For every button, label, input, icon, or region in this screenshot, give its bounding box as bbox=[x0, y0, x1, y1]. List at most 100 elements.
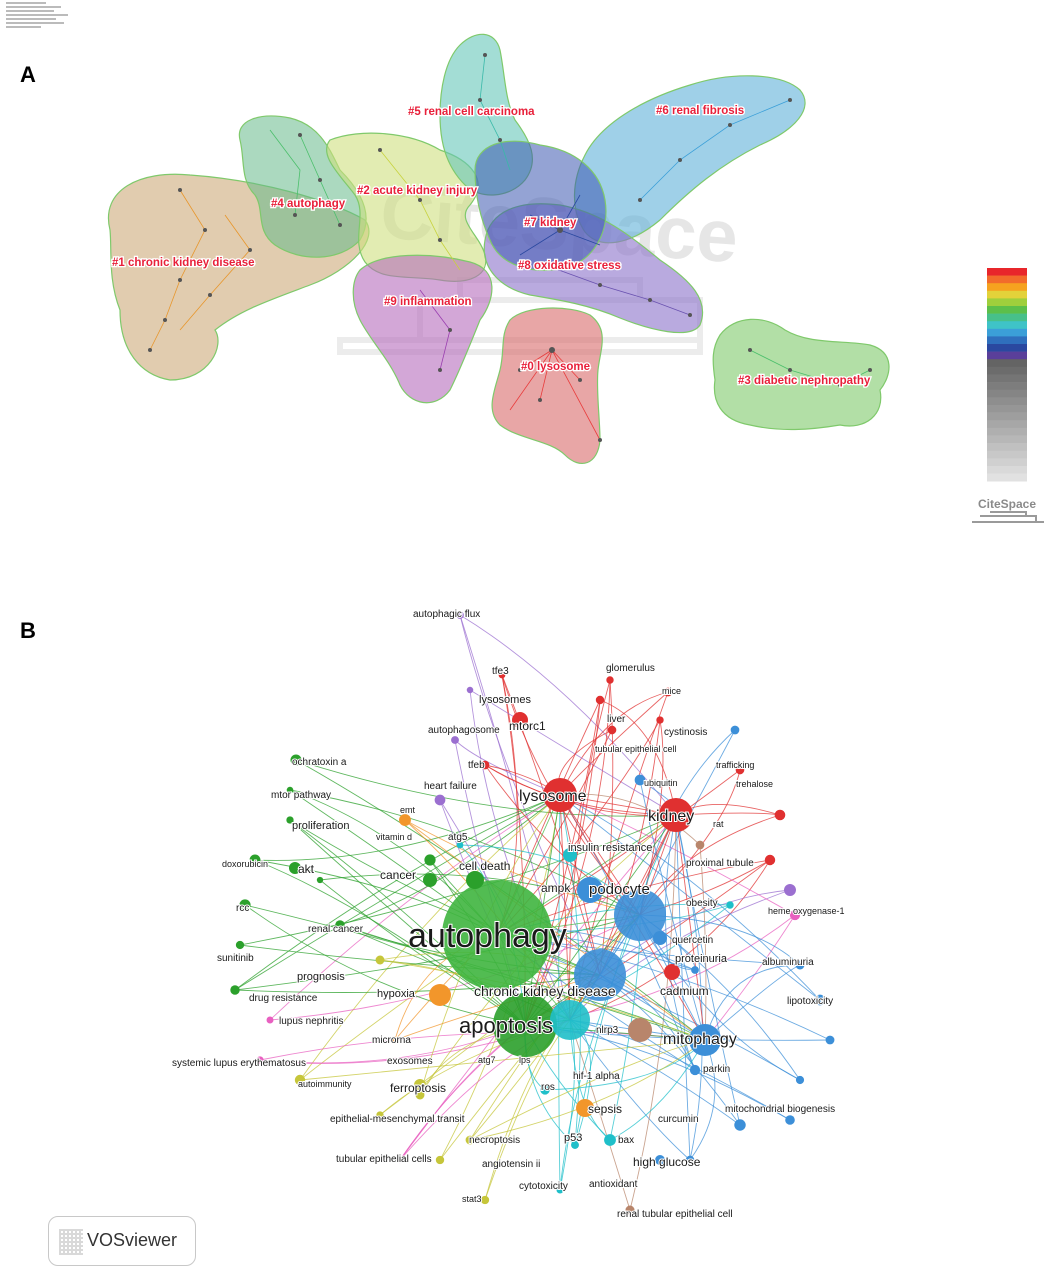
network-edge bbox=[234, 794, 561, 991]
network-node bbox=[465, 1135, 475, 1145]
network-edge bbox=[639, 769, 741, 916]
kw-lipotoxicity: lipotoxicity bbox=[787, 996, 833, 1007]
legend-color-swatch bbox=[987, 336, 1027, 345]
legend-color-swatch bbox=[987, 268, 1027, 276]
kw-rat: rat bbox=[713, 819, 724, 829]
kw-p53: p53 bbox=[564, 1132, 582, 1144]
network-nodes bbox=[289, 712, 721, 1165]
network-node bbox=[691, 966, 699, 974]
network-edge bbox=[675, 814, 703, 1161]
kw-vitamin-d: vitamin d bbox=[376, 832, 412, 842]
kw-emt: emt bbox=[400, 805, 416, 815]
network-edge bbox=[704, 964, 801, 1041]
legend-color-swatch bbox=[987, 290, 1027, 299]
kw-curcumin: curcumin bbox=[658, 1114, 699, 1125]
cluster-hull-7 bbox=[474, 140, 607, 271]
kw-renal-tubular-epithelial-cell: renal tubular epithelial cell bbox=[617, 1209, 733, 1220]
kw-autophagosome: autophagosome bbox=[428, 725, 500, 736]
node-ckd bbox=[574, 949, 626, 1001]
network-edge bbox=[675, 814, 706, 1041]
network-node bbox=[789, 909, 801, 921]
kw-liver: liver bbox=[607, 714, 626, 725]
kw-stat3: stat3 bbox=[462, 1194, 482, 1204]
legend-color-swatch bbox=[987, 344, 1027, 352]
network-edge bbox=[704, 964, 801, 1041]
network-node bbox=[480, 760, 490, 770]
network-edge bbox=[524, 699, 601, 1026]
kw-tubular-epithelial-cells: tubular epithelial cells bbox=[336, 1154, 432, 1165]
network-node bbox=[434, 794, 446, 806]
network-node bbox=[689, 1064, 701, 1076]
keyword-labels: autophagy apoptosis chronic kidney disea… bbox=[171, 608, 846, 1221]
network-node bbox=[695, 840, 705, 850]
network-node bbox=[726, 901, 734, 909]
network-node bbox=[375, 955, 385, 965]
network-edge bbox=[501, 674, 601, 976]
kw-renal-cancer: renal cancer bbox=[308, 924, 364, 935]
network-node bbox=[785, 1115, 795, 1125]
network-edge bbox=[559, 794, 571, 1021]
network-edge bbox=[569, 1019, 631, 1211]
network-node bbox=[784, 884, 796, 896]
network-edge bbox=[559, 794, 677, 816]
network-edge bbox=[399, 814, 677, 1161]
network-node bbox=[764, 854, 776, 866]
panel-b-letter: B bbox=[20, 618, 36, 643]
node-podocyte bbox=[614, 889, 666, 941]
network-edge bbox=[524, 679, 611, 1026]
network-node bbox=[286, 786, 294, 794]
kw-proliferation: proliferation bbox=[292, 820, 349, 832]
network-node bbox=[415, 1090, 425, 1100]
network-node bbox=[396, 1156, 404, 1164]
network-edge bbox=[295, 759, 706, 1041]
kw-ampk: ampk bbox=[541, 881, 571, 895]
node-high-glucose bbox=[655, 1155, 665, 1165]
node-sepsis bbox=[576, 1099, 594, 1117]
network-node bbox=[795, 1075, 805, 1085]
cluster-hull-0 bbox=[491, 307, 603, 464]
kw-systemic-lupus-erythematosus: systemic lupus erythematosus bbox=[172, 1058, 306, 1069]
citespace-logo: CiteSpace bbox=[972, 497, 1044, 523]
cluster-label-8: #8 oxidative stress bbox=[518, 260, 621, 272]
network-edge bbox=[675, 814, 741, 1126]
kw-bax: bax bbox=[618, 1135, 634, 1146]
legend-grey-swatch bbox=[987, 382, 1027, 390]
network-edge bbox=[295, 759, 677, 817]
vosviewer-grid-icon bbox=[59, 1229, 83, 1255]
legend-grey-swatch bbox=[987, 404, 1027, 413]
network-edge bbox=[569, 1019, 691, 1161]
kw-mtor-pathway: mtor pathway bbox=[271, 790, 331, 801]
network-edge bbox=[289, 819, 526, 1026]
legend-color-swatch bbox=[987, 275, 1027, 284]
network-edge bbox=[675, 814, 691, 1161]
network-edge bbox=[524, 814, 677, 1026]
network-edge bbox=[459, 614, 601, 976]
cluster-label-0: #0 lysosome bbox=[521, 361, 590, 373]
kw-microrna: microrna bbox=[372, 1035, 411, 1046]
node-lysosome bbox=[543, 778, 577, 812]
kw-heart-failure: heart failure bbox=[424, 781, 477, 792]
cluster-label-3: #3 diabetic nephropathy bbox=[738, 375, 871, 387]
network-edge bbox=[569, 889, 791, 1021]
network-edge bbox=[459, 614, 677, 816]
network-node bbox=[451, 736, 459, 744]
kw-angiotensin-ii: angiotensin ii bbox=[482, 1159, 540, 1170]
legend-color-swatch bbox=[987, 306, 1027, 314]
network-node bbox=[316, 876, 324, 884]
kw-cytotoxicity: cytotoxicity bbox=[519, 1181, 568, 1192]
network-node bbox=[249, 854, 261, 866]
kw-albuminuria: albuminuria bbox=[762, 957, 814, 968]
network-edge bbox=[469, 689, 677, 816]
network-node bbox=[604, 1134, 616, 1146]
network-node bbox=[571, 1141, 579, 1149]
legend-grey-swatch bbox=[987, 435, 1027, 444]
kw-autoimmunity: autoimmunity bbox=[298, 1079, 352, 1089]
kw-cell-death: cell death bbox=[459, 859, 510, 873]
network-node bbox=[625, 1205, 635, 1215]
network-node bbox=[595, 695, 605, 705]
network-edge bbox=[639, 779, 706, 1041]
network-node bbox=[556, 1186, 564, 1194]
network-node bbox=[730, 725, 740, 735]
network-node bbox=[774, 809, 786, 821]
kw-mitochondrial-biogenesis: mitochondrial biogenesis bbox=[725, 1104, 835, 1115]
